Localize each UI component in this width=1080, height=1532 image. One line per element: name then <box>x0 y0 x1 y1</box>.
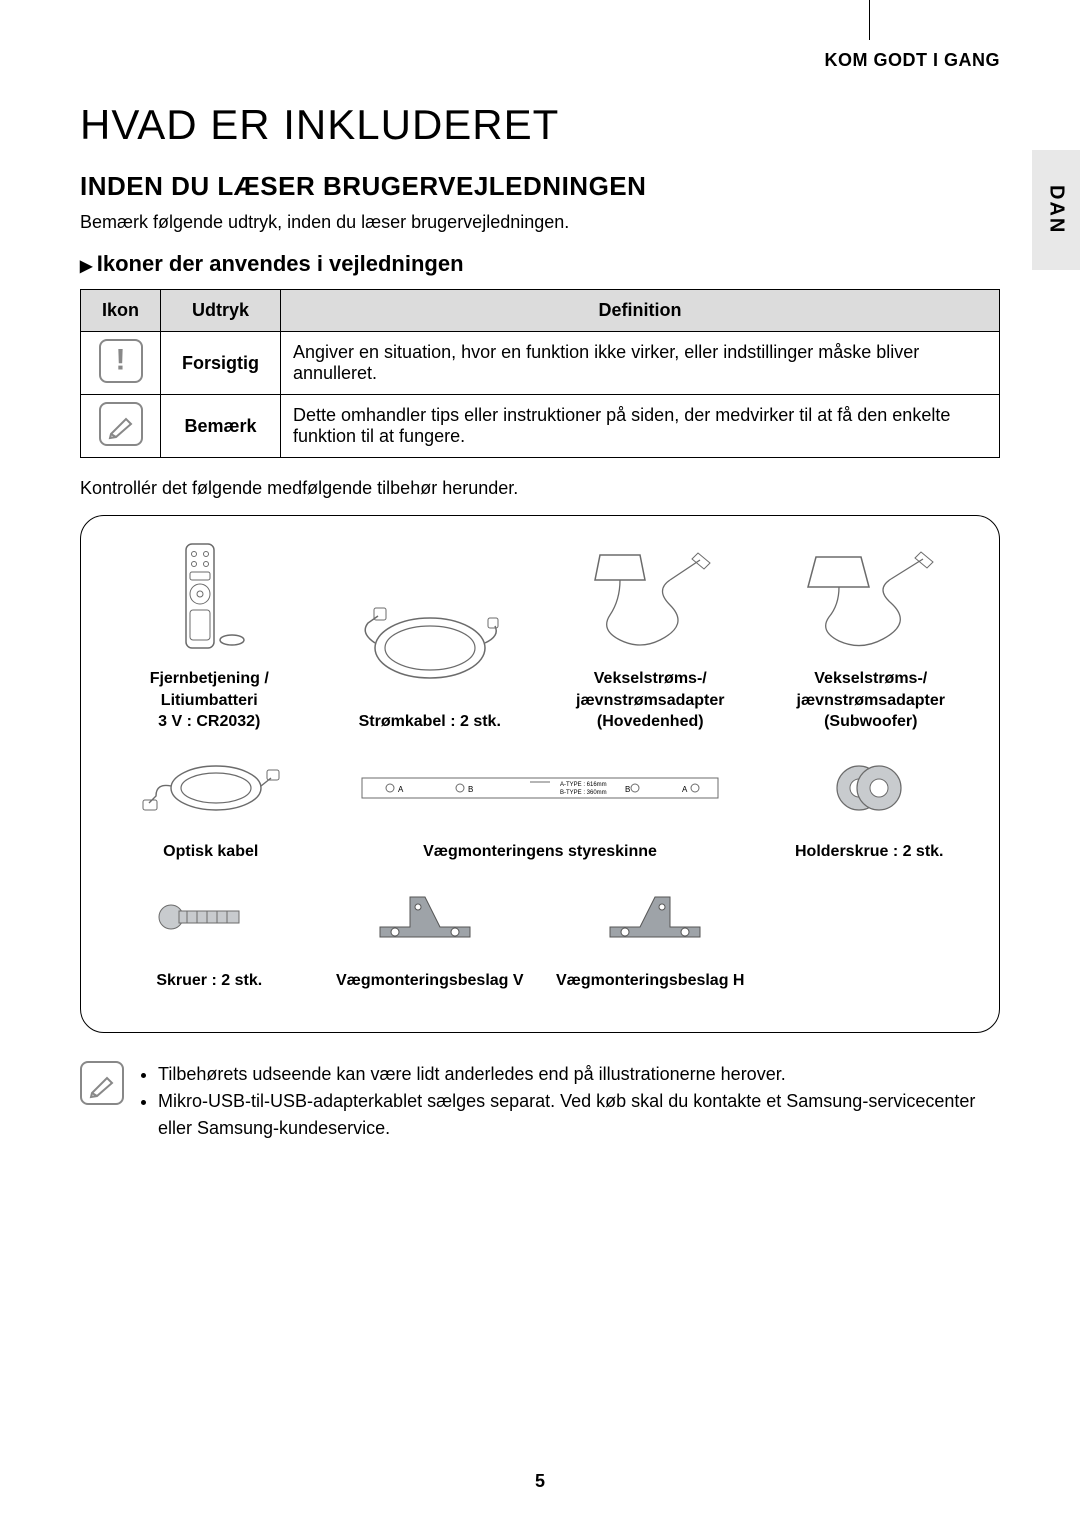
svg-text:A: A <box>682 785 688 794</box>
accessory-power-cable: Strømkabel : 2 stk. <box>320 583 541 733</box>
accessory-label: Fjernbetjening / Litiumbatteri 3 V : CR2… <box>105 668 314 733</box>
accessory-adapter-main: Vekselstrøms-/ jævnstrømsadapter (Hovede… <box>540 540 761 733</box>
note-icon <box>80 1061 124 1105</box>
notes-list: Tilbehørets udseende kan være lidt ander… <box>138 1061 1000 1142</box>
language-side-tab: DAN <box>1032 150 1080 270</box>
definition-cell: Dette omhandler tips eller instruktioner… <box>281 395 1000 458</box>
check-accessories-text: Kontrollér det følgende medfølgende tilb… <box>80 478 1000 499</box>
language-side-tab-text: DAN <box>1045 185 1068 234</box>
accessories-row-1: Fjernbetjening / Litiumbatteri 3 V : CR2… <box>99 540 981 733</box>
table-header-icon: Ikon <box>81 290 161 332</box>
accessory-adapter-subwoofer: Vekselstrøms-/ jævnstrømsadapter (Subwoo… <box>761 540 982 733</box>
accessory-label: Strømkabel : 2 stk. <box>326 711 535 733</box>
adapter-sub-illustration <box>767 540 976 660</box>
accessory-screws: Skruer : 2 stk. <box>99 872 320 992</box>
notes-section: Tilbehørets udseende kan være lidt ander… <box>80 1061 1000 1142</box>
accessory-label: Optisk kabel <box>105 841 317 863</box>
accessories-row-3: Skruer : 2 stk. Vægmonteringsbeslag V <box>99 872 981 992</box>
accessories-row-2: Optisk kabel A B A-TYPE : 616mm B-TYPE :… <box>99 743 981 863</box>
header-section-label: KOM GODT I GANG <box>80 50 1000 71</box>
bracket-left-illustration <box>326 872 535 962</box>
table-header-definition: Definition <box>281 290 1000 332</box>
accessory-remote: Fjernbetjening / Litiumbatteri 3 V : CR2… <box>99 540 320 733</box>
accessory-label: Vekselstrøms-/ jævnstrømsadapter (Subwoo… <box>767 668 976 733</box>
term-cell: Bemærk <box>161 395 281 458</box>
accessory-label: Vægmonteringsbeslag V <box>326 970 535 992</box>
bracket-right-illustration <box>546 872 755 962</box>
header-divider-line <box>869 0 870 40</box>
remote-illustration <box>105 540 314 660</box>
accessory-label: Holderskrue : 2 stk. <box>764 841 976 863</box>
subsection-heading: Ikoner der anvendes i vejledningen <box>80 251 1000 277</box>
note-icon-cell <box>81 395 161 458</box>
holder-screw-illustration <box>764 743 976 833</box>
intro-text: Bemærk følgende udtryk, inden du læser b… <box>80 212 1000 233</box>
accessory-optical-cable: Optisk kabel <box>99 743 323 863</box>
table-row: Forsigtig Angiver en situation, hvor en … <box>81 332 1000 395</box>
accessory-bracket-right: Vægmonteringsbeslag H <box>540 872 761 992</box>
accessory-label: Vægmonteringsbeslag H <box>546 970 755 992</box>
caution-icon-cell <box>81 332 161 395</box>
power-cable-illustration <box>326 583 535 703</box>
accessory-holder-screw: Holderskrue : 2 stk. <box>758 743 982 863</box>
note-icon <box>99 402 143 446</box>
accessory-label: Vekselstrøms-/ jævnstrømsadapter (Hovede… <box>546 668 755 733</box>
term-cell: Forsigtig <box>161 332 281 395</box>
page-number: 5 <box>535 1471 545 1492</box>
accessory-label: Vægmonteringens styreskinne <box>329 841 752 863</box>
accessory-bracket-left: Vægmonteringsbeslag V <box>320 872 541 992</box>
table-header-term: Udtryk <box>161 290 281 332</box>
accessories-box: Fjernbetjening / Litiumbatteri 3 V : CR2… <box>80 515 1000 1033</box>
table-row: Bemærk Dette omhandler tips eller instru… <box>81 395 1000 458</box>
svg-text:A-TYPE : 616mm: A-TYPE : 616mm <box>560 782 607 788</box>
caution-icon <box>99 339 143 383</box>
wall-guide-illustration: A B A-TYPE : 616mm B-TYPE : 360mm B A <box>329 743 752 833</box>
accessory-label: Skruer : 2 stk. <box>105 970 314 992</box>
adapter-main-illustration <box>546 540 755 660</box>
svg-text:B-TYPE : 360mm: B-TYPE : 360mm <box>560 790 607 796</box>
screws-illustration <box>105 872 314 962</box>
optical-cable-illustration <box>105 743 317 833</box>
section-heading: INDEN DU LÆSER BRUGERVEJLEDNINGEN <box>80 171 1000 202</box>
definition-cell: Angiver en situation, hvor en funktion i… <box>281 332 1000 395</box>
svg-text:B: B <box>468 785 473 794</box>
icon-definition-table: Ikon Udtryk Definition Forsigtig Angiver… <box>80 289 1000 458</box>
svg-text:A: A <box>398 785 404 794</box>
note-item: Tilbehørets udseende kan være lidt ander… <box>158 1061 1000 1088</box>
svg-text:B: B <box>625 785 630 794</box>
note-item: Mikro-USB-til-USB-adapterkablet sælges s… <box>158 1088 1000 1142</box>
page-title: HVAD ER INKLUDERET <box>80 101 1000 149</box>
accessory-wall-guide: A B A-TYPE : 616mm B-TYPE : 360mm B A Væ… <box>323 743 758 863</box>
